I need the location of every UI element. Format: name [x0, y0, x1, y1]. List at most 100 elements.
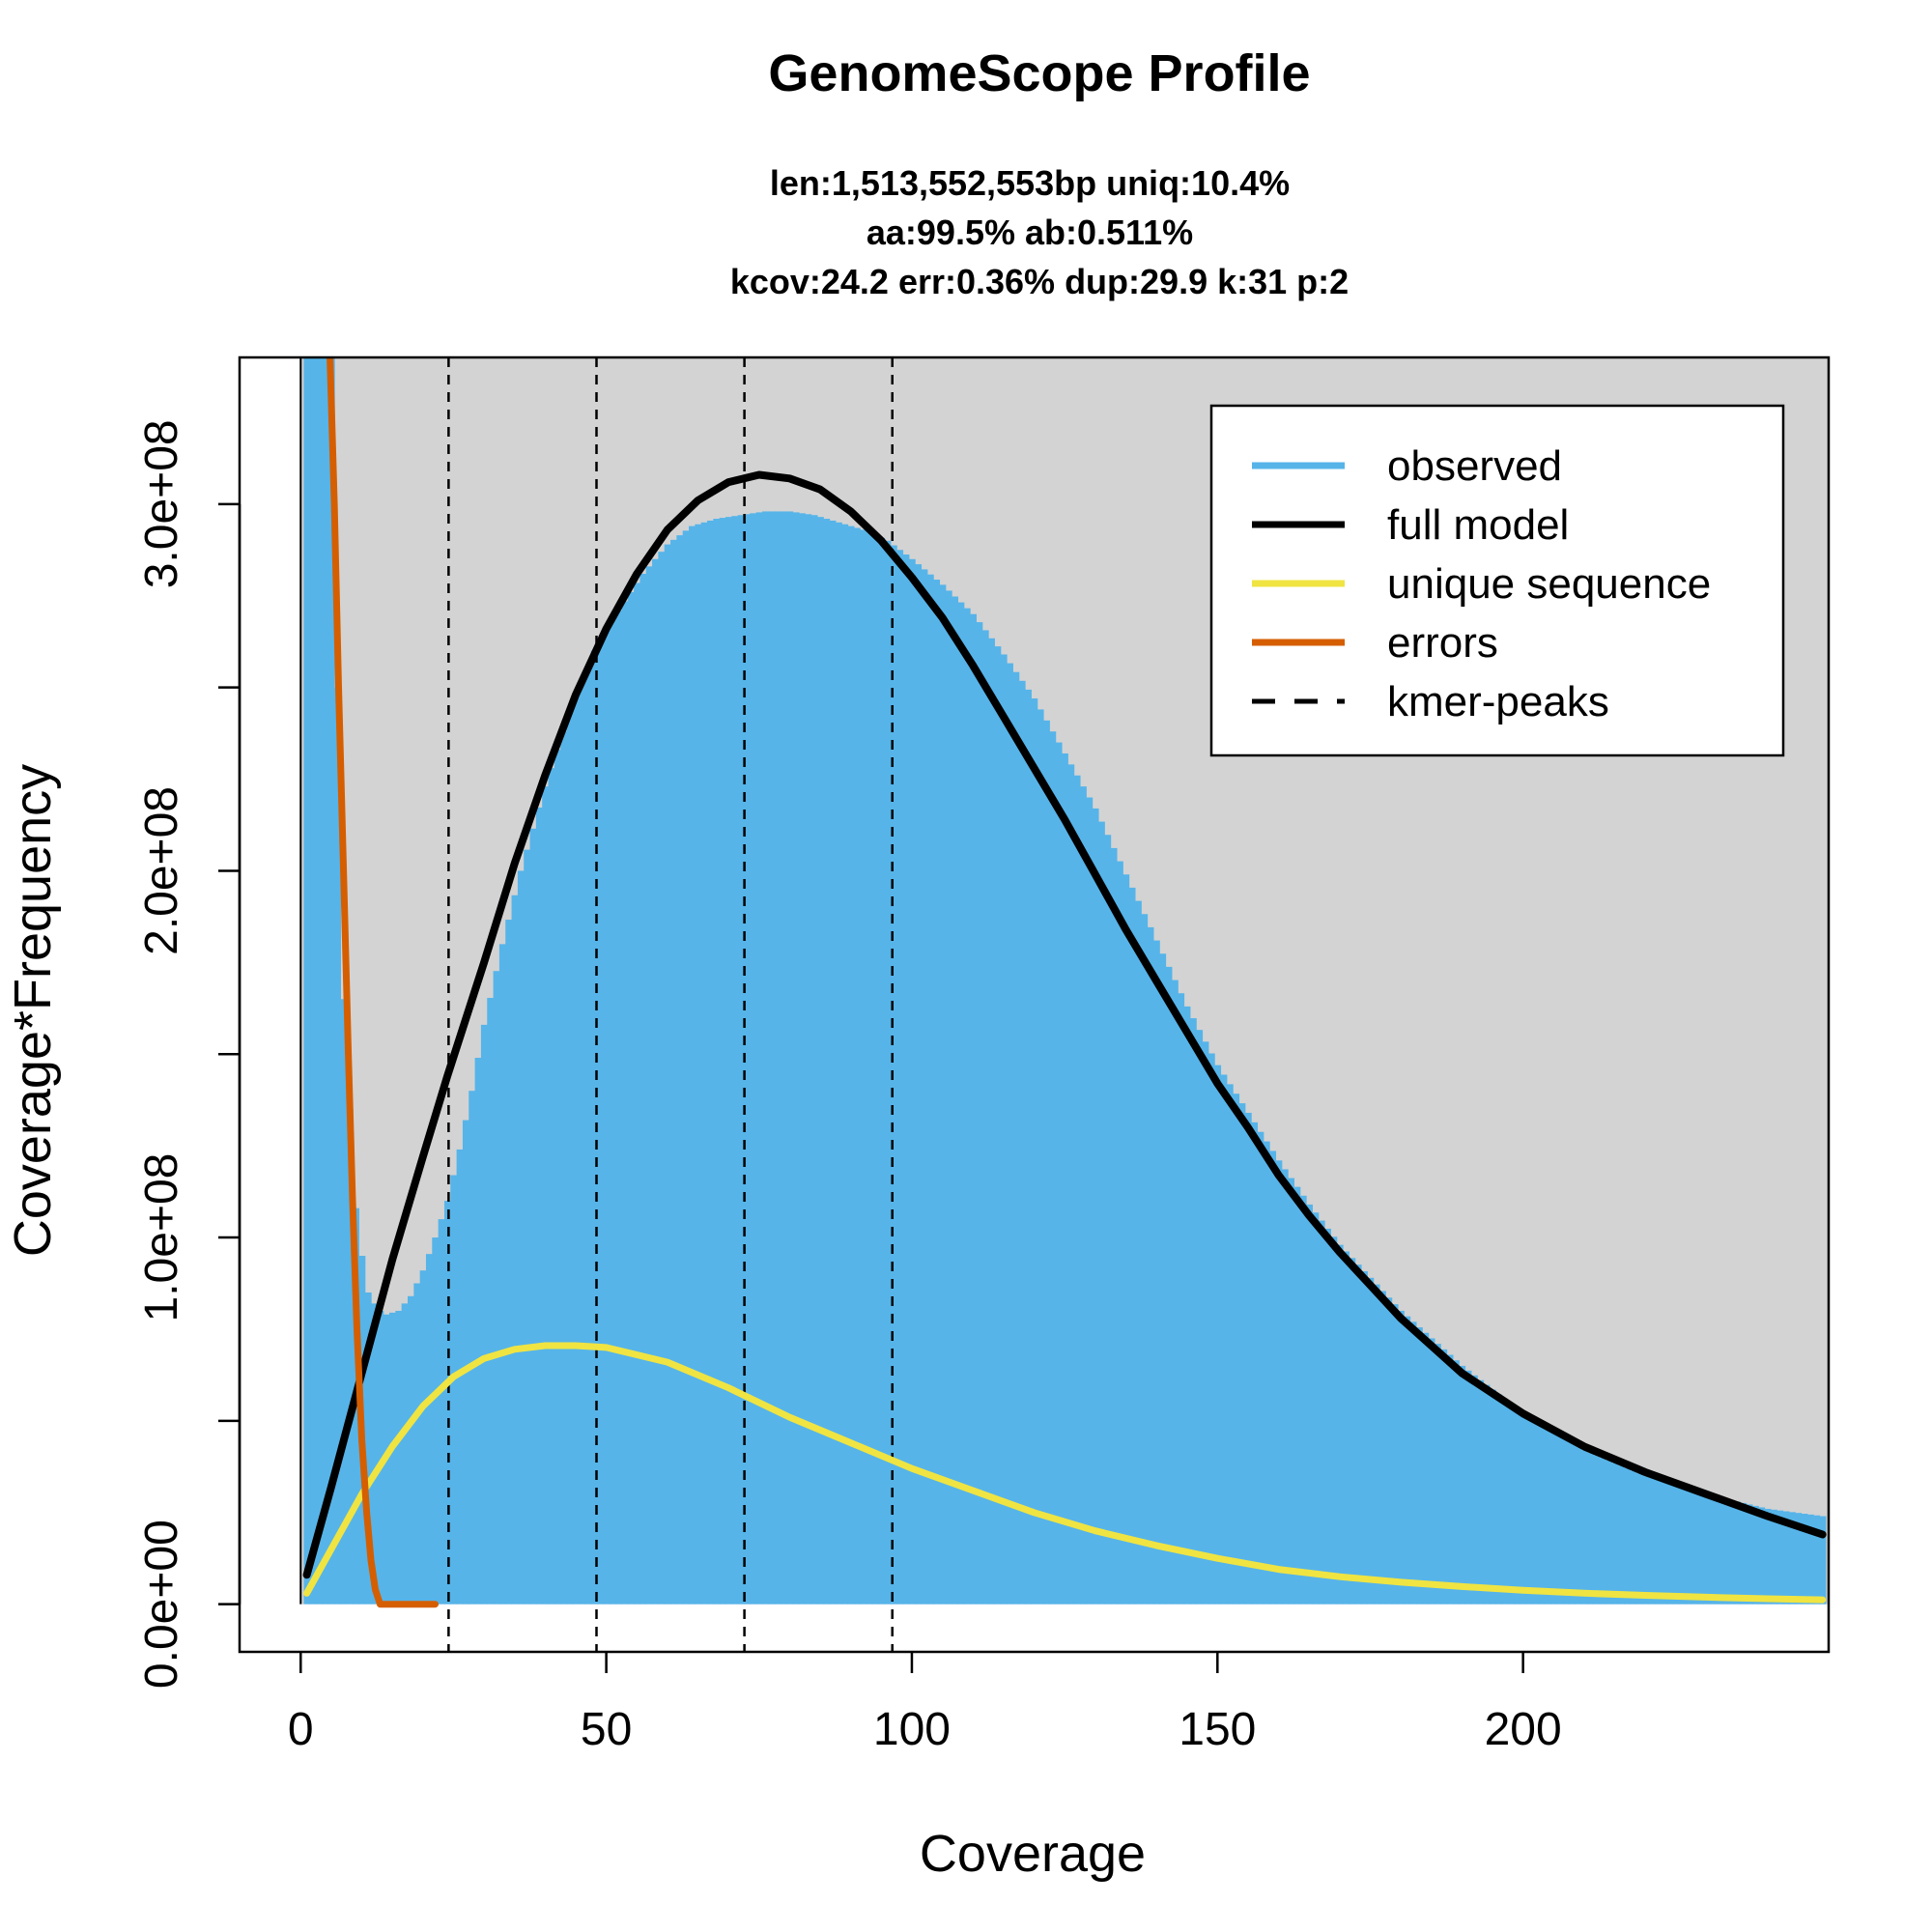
observed-bar — [1397, 1310, 1405, 1605]
observed-bar — [1391, 1304, 1399, 1605]
observed-bar — [432, 1237, 440, 1605]
observed-bar — [1208, 1053, 1215, 1605]
observed-bar — [933, 580, 941, 1605]
observed-bar — [1495, 1394, 1503, 1605]
observed-bar — [1189, 1018, 1197, 1605]
observed-bar — [1233, 1094, 1240, 1605]
legend-label: unique sequence — [1387, 560, 1711, 608]
observed-bar — [768, 511, 776, 1605]
observed-bar — [1422, 1332, 1430, 1605]
observed-bar — [371, 1303, 378, 1605]
observed-bar — [1605, 1460, 1612, 1605]
observed-bar — [340, 999, 348, 1605]
observed-bar — [1110, 847, 1118, 1605]
observed-bar — [1727, 1499, 1735, 1605]
observed-bar — [1661, 1481, 1667, 1605]
observed-bar — [419, 1270, 427, 1605]
observed-bar — [554, 750, 561, 1605]
observed-bar — [548, 768, 555, 1605]
observed-bar — [915, 564, 923, 1605]
observed-bar — [981, 630, 989, 1605]
observed-bar — [1489, 1389, 1496, 1605]
observed-bar — [1788, 1512, 1796, 1605]
observed-bar — [743, 514, 751, 1605]
y-tick-label: 2.0e+08 — [136, 786, 187, 955]
observed-bar — [755, 512, 763, 1605]
y-axis-label: Coverage*Frequency — [4, 764, 62, 1257]
observed-bar — [1018, 680, 1026, 1605]
observed-bar — [890, 545, 897, 1605]
observed-bar — [639, 573, 647, 1605]
observed-bar — [1624, 1467, 1631, 1605]
observed-bar — [450, 1175, 458, 1605]
observed-bar — [682, 530, 690, 1605]
observed-bar — [1061, 753, 1068, 1605]
x-tick-label: 100 — [873, 1704, 951, 1755]
observed-bar — [1226, 1084, 1234, 1605]
observed-bar — [1819, 1516, 1827, 1605]
observed-bar — [1740, 1502, 1747, 1605]
observed-bar — [1696, 1492, 1704, 1605]
observed-bar — [407, 1295, 414, 1605]
observed-bar — [1764, 1508, 1772, 1605]
observed-bar — [438, 1219, 445, 1605]
observed-bar — [1459, 1365, 1466, 1605]
observed-bar — [462, 1120, 469, 1605]
observed-bar — [517, 870, 525, 1605]
chart-title: GenomeScope Profile — [768, 44, 1310, 102]
observed-bar — [1079, 786, 1087, 1605]
observed-bar — [487, 998, 495, 1605]
observed-bar — [1116, 861, 1123, 1605]
observed-bar — [970, 613, 977, 1605]
observed-bar — [1709, 1495, 1717, 1605]
observed-bar — [1336, 1244, 1344, 1605]
observed-bar — [621, 601, 629, 1605]
observed-bar — [1147, 926, 1154, 1605]
observed-bar — [1275, 1160, 1283, 1605]
observed-bar — [529, 828, 537, 1605]
observed-bar — [425, 1254, 433, 1605]
observed-bar — [1128, 887, 1136, 1605]
observed-bars — [303, 357, 1827, 1605]
observed-bar — [853, 527, 861, 1605]
observed-bar — [1428, 1338, 1435, 1605]
observed-bar — [1354, 1264, 1362, 1605]
observed-bar — [805, 514, 812, 1605]
legend-label: observed — [1387, 442, 1562, 490]
observed-bar — [1464, 1370, 1472, 1605]
observed-bar — [1666, 1483, 1674, 1605]
observed-bar — [1569, 1442, 1577, 1605]
observed-bar — [737, 515, 745, 1605]
observed-bar — [322, 357, 329, 1605]
observed-bar — [963, 608, 971, 1605]
errors-line — [327, 357, 439, 1608]
observed-bar — [572, 697, 580, 1605]
observed-bar — [1806, 1514, 1814, 1605]
observed-bar — [505, 920, 513, 1605]
legend: observed full model unique sequence errors k… — [1209, 404, 1785, 757]
observed-bar — [719, 518, 726, 1605]
x-axis-label: Coverage — [920, 1825, 1146, 1883]
observed-bar — [1306, 1204, 1313, 1605]
observed-bar — [1159, 953, 1167, 1605]
observed-bar — [1293, 1186, 1301, 1605]
x-tick-label: 50 — [581, 1704, 632, 1755]
observed-bar — [542, 786, 550, 1605]
observed-bar — [1813, 1515, 1821, 1605]
observed-bar — [786, 511, 794, 1605]
y-tick-label: 1.0e+08 — [136, 1153, 187, 1322]
x-tick-label: 200 — [1485, 1704, 1562, 1755]
observed-bar — [1452, 1360, 1460, 1605]
observed-bar — [1562, 1438, 1570, 1605]
observed-bar — [1599, 1458, 1606, 1605]
observed-bar — [1404, 1316, 1411, 1605]
observed-bar — [615, 610, 623, 1605]
observed-bar — [1556, 1435, 1564, 1605]
observed-bar — [1630, 1470, 1637, 1605]
observed-bar — [1446, 1354, 1454, 1605]
observed-bar — [1141, 914, 1149, 1605]
observed-bar — [1104, 835, 1112, 1605]
observed-bar — [1642, 1475, 1649, 1605]
observed-bar — [1575, 1446, 1582, 1605]
